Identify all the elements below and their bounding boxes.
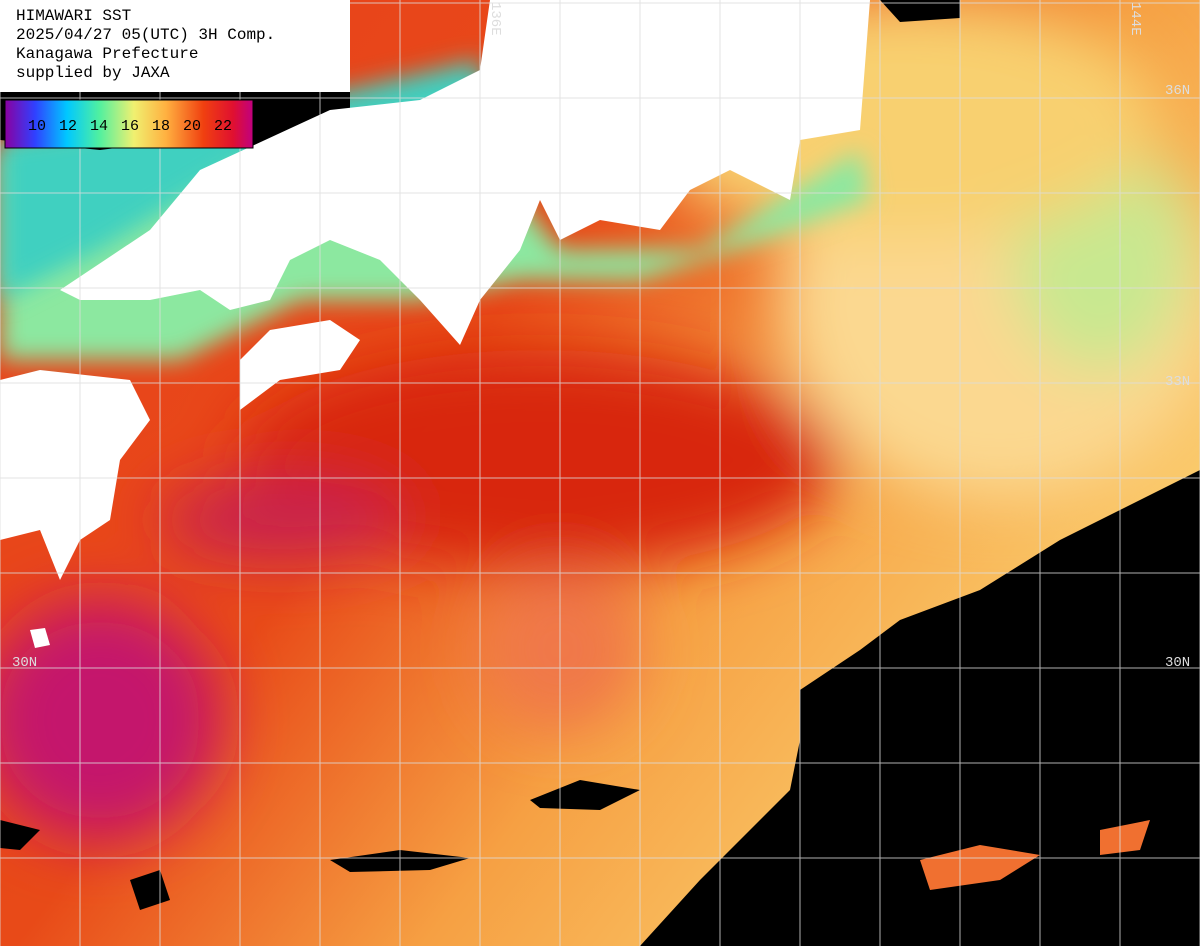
colorbar-label: 16	[121, 118, 139, 135]
header-line: HIMAWARI SST	[16, 7, 131, 25]
grid-label: 30N	[12, 655, 37, 671]
grid-label: 36N	[1165, 83, 1190, 99]
header-line: Kanagawa Prefecture	[16, 45, 198, 63]
land	[0, 0, 870, 648]
header-line: supplied by JAXA	[16, 64, 170, 82]
colorbar-label: 22	[214, 118, 232, 135]
cloud-edge-speckle	[920, 820, 1150, 890]
colorbar-labels: 10 12 14 16 18 20 22	[28, 118, 232, 135]
grid-label: 33N	[1165, 374, 1190, 390]
colorbar-label: 12	[59, 118, 77, 135]
colorbar-label: 18	[152, 118, 170, 135]
grid-label: 144E	[1127, 2, 1143, 36]
colorbar	[4, 99, 254, 149]
header-box	[0, 0, 350, 92]
grid-label: 136E	[487, 2, 503, 36]
header-line: 2025/04/27 05(UTC) 3H Comp.	[16, 26, 275, 44]
grid-label: 30N	[1165, 655, 1190, 671]
grid-labels: 136E 144E 36N 33N 30N 30N	[12, 2, 1190, 671]
colorbar-label: 10	[28, 118, 46, 135]
colorbar-label: 20	[183, 118, 201, 135]
colorbar-label: 14	[90, 118, 108, 135]
